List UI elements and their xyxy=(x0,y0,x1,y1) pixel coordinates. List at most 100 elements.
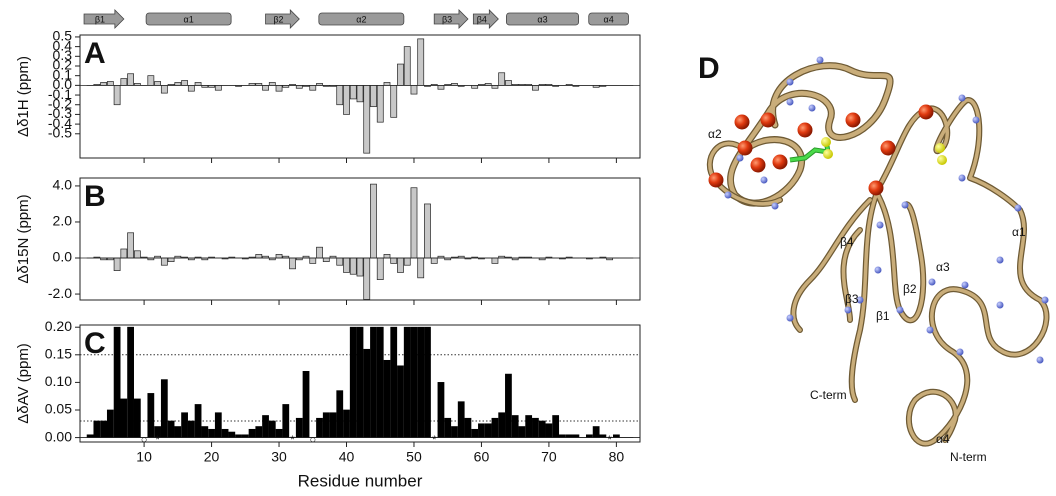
bar xyxy=(499,413,505,438)
bar xyxy=(168,258,174,262)
bar xyxy=(357,85,363,101)
bar xyxy=(364,349,370,437)
bar xyxy=(337,258,343,265)
bar xyxy=(114,85,120,104)
bar xyxy=(391,258,397,263)
bar xyxy=(593,427,599,438)
bar xyxy=(485,424,491,438)
ss-label: α3 xyxy=(537,14,547,24)
x-tick-label: 20 xyxy=(204,449,220,465)
y-axis-label: Δδ15N (ppm) xyxy=(15,194,32,283)
structure-label: β1 xyxy=(876,309,890,323)
bar xyxy=(384,360,390,437)
bar xyxy=(404,47,410,86)
bar xyxy=(337,391,343,438)
bar xyxy=(397,258,403,272)
ss-label: α2 xyxy=(356,14,366,24)
bar xyxy=(161,85,167,93)
bar xyxy=(107,410,113,438)
bar xyxy=(472,85,478,88)
bar xyxy=(465,418,471,437)
bar xyxy=(343,258,349,272)
bar xyxy=(532,418,538,437)
bar xyxy=(445,418,451,437)
x-tick-label: 80 xyxy=(609,449,625,465)
structure-label: C-term xyxy=(810,388,847,402)
bar xyxy=(519,427,525,438)
bar xyxy=(384,82,390,85)
bar xyxy=(87,435,93,438)
y-tick-label: 0.05 xyxy=(45,401,72,417)
bar xyxy=(370,327,376,437)
y-tick-label: 0.10 xyxy=(45,373,72,389)
bar xyxy=(357,258,363,276)
bar xyxy=(121,79,127,86)
bar xyxy=(94,421,100,438)
bar xyxy=(101,82,107,85)
bar xyxy=(289,258,295,269)
bar xyxy=(357,327,363,437)
bar xyxy=(505,81,511,86)
bar xyxy=(134,399,140,438)
bar xyxy=(202,427,208,438)
bar xyxy=(256,427,262,438)
bar xyxy=(182,81,188,86)
ss-label: α4 xyxy=(604,14,614,24)
bar xyxy=(438,85,444,89)
bar xyxy=(350,85,356,99)
bar xyxy=(472,429,478,437)
bar xyxy=(492,85,498,88)
bar xyxy=(546,424,552,438)
bar xyxy=(128,233,134,258)
panel-label: C xyxy=(84,327,106,360)
bar xyxy=(195,82,201,85)
bar xyxy=(404,327,410,437)
bar xyxy=(215,85,221,90)
bar xyxy=(175,82,181,85)
bar xyxy=(438,382,444,437)
bar xyxy=(195,404,201,437)
bar xyxy=(411,327,417,437)
bar xyxy=(397,366,403,438)
bar xyxy=(377,327,383,437)
bar xyxy=(404,258,410,265)
bar xyxy=(161,258,167,265)
bar xyxy=(182,413,188,438)
bar xyxy=(397,64,403,85)
bar xyxy=(350,258,356,274)
bar xyxy=(492,418,498,437)
x-tick-label: 70 xyxy=(541,449,557,465)
bar xyxy=(263,85,269,90)
bar xyxy=(134,251,140,258)
bar xyxy=(107,81,113,85)
bar xyxy=(222,429,228,437)
bar xyxy=(155,81,161,85)
bar xyxy=(276,254,282,258)
y-tick-label: 0.00 xyxy=(45,428,72,444)
bar xyxy=(114,258,120,271)
bar xyxy=(377,258,383,280)
bar xyxy=(229,432,235,438)
bar xyxy=(296,85,302,88)
bar xyxy=(411,188,417,258)
bar xyxy=(114,327,120,437)
bar xyxy=(391,327,397,437)
bar xyxy=(269,421,275,438)
y-tick-label: 0.20 xyxy=(45,318,72,334)
bar xyxy=(148,393,154,437)
bar xyxy=(283,404,289,437)
bar xyxy=(451,427,457,438)
plot-area xyxy=(80,39,640,153)
structure-label: β2 xyxy=(903,282,917,296)
bar xyxy=(377,85,383,122)
bar xyxy=(256,254,262,258)
residue-marker: ○ xyxy=(141,434,148,446)
bar xyxy=(310,258,316,263)
y-tick-label: 4.0 xyxy=(53,177,73,193)
bar xyxy=(553,416,559,438)
residue-marker: * xyxy=(290,434,295,446)
bar xyxy=(411,85,417,94)
bar xyxy=(263,416,269,438)
structure-label: α1 xyxy=(1012,225,1026,239)
y-tick-label: 2.0 xyxy=(53,213,73,229)
